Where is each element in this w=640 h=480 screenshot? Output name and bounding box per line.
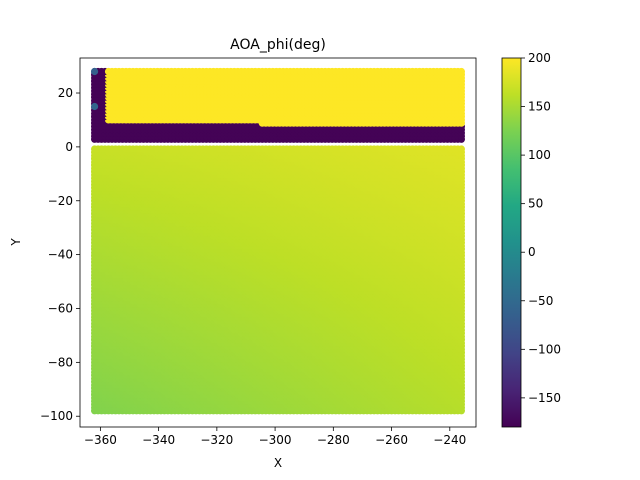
chart-title: AOA_phi(deg) <box>230 37 326 53</box>
scatter-points <box>91 67 465 415</box>
plot-area <box>79 57 477 428</box>
